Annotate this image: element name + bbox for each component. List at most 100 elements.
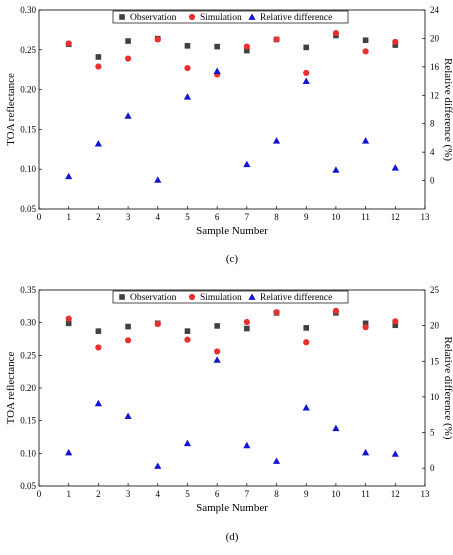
square-point	[184, 43, 191, 49]
square-point	[392, 42, 399, 48]
triangle-point	[124, 112, 132, 119]
y-axis-label: TOA reflectance	[5, 73, 17, 146]
triangle-point	[391, 164, 399, 171]
triangle-point	[302, 77, 310, 84]
circle-point	[214, 348, 221, 355]
y2-tick-label: 20	[430, 321, 440, 331]
square-point	[244, 325, 250, 332]
circle-point	[95, 63, 102, 70]
y2-tick-label: 10	[430, 392, 440, 402]
x-axis-label: Sample Number	[196, 502, 268, 514]
square-point	[392, 322, 399, 329]
square-point	[214, 323, 220, 329]
y2-tick-label: 25	[430, 285, 440, 295]
y2-tick-label: 20	[430, 33, 440, 43]
legend-label: Relative difference	[260, 12, 332, 23]
circle-point	[303, 339, 310, 346]
square-point	[303, 44, 310, 51]
x-tick-label: 7	[245, 212, 250, 222]
x-tick-label: 1	[66, 489, 71, 499]
circle-point	[184, 65, 191, 72]
x-tick-label: 9	[304, 489, 309, 499]
circle-point	[392, 38, 399, 45]
y-axis-label: TOA reflectance	[5, 351, 17, 424]
triangle-point	[65, 172, 73, 180]
square-point	[244, 47, 250, 54]
y2-tick-label: 4	[430, 147, 435, 157]
circle-point	[95, 344, 102, 351]
legend-circle-marker	[188, 293, 196, 301]
x-tick-label: 12	[391, 489, 400, 499]
circle-point	[392, 318, 399, 325]
circle-point	[124, 55, 132, 62]
x-tick-label: 0	[37, 212, 42, 222]
square-point	[362, 320, 369, 327]
y2-tick-label: 15	[430, 356, 440, 366]
x-tick-label: 1	[66, 212, 71, 222]
x-tick-label: 12	[391, 212, 400, 222]
square-point	[95, 54, 102, 60]
circle-point	[332, 29, 340, 37]
chart-panel-1: 0 1 2 3 4 5 6 7 8 9 10 11 12 130.050.100.150.200.250.…	[5, 285, 453, 543]
y2-tick-label: 0	[430, 463, 435, 473]
circle-point	[65, 315, 72, 322]
x-tick-label: 8	[274, 212, 279, 222]
x-tick-label: 10	[331, 489, 341, 499]
x-tick-label: 2	[96, 212, 101, 222]
x-tick-label: 11	[361, 489, 370, 499]
triangle-point	[65, 448, 73, 456]
triangle-point	[154, 462, 162, 469]
y-tick-label: 0.20	[20, 85, 36, 95]
triangle-point	[332, 424, 340, 432]
triangle-point	[362, 137, 370, 144]
circle-point	[273, 309, 280, 316]
y-tick-label: 0.10	[20, 448, 36, 458]
circle-point	[332, 307, 340, 315]
triangle-point	[154, 176, 162, 183]
legend-label: Observation	[130, 13, 177, 23]
square-point	[125, 38, 131, 44]
legend-box	[112, 10, 349, 24]
y2-tick-label: 24	[430, 5, 440, 15]
square-point	[184, 328, 191, 334]
y-tick-label: 0.30	[20, 5, 36, 15]
x-tick-label: 2	[96, 489, 101, 499]
triangle-point	[213, 67, 221, 75]
triangle-point	[213, 356, 221, 363]
y-tick-label: 0.15	[20, 416, 36, 426]
triangle-point	[391, 450, 399, 457]
legend-label: Simulation	[200, 293, 242, 303]
legend-circle-marker	[188, 13, 196, 21]
x-tick-label: 11	[361, 212, 370, 222]
legend-box	[112, 290, 349, 304]
circle-point	[243, 318, 250, 326]
legend-label: Observation	[130, 293, 177, 303]
legend-triangle-marker	[248, 13, 256, 20]
square-point	[214, 43, 220, 50]
triangle-point	[272, 137, 281, 144]
x-tick-label: 13	[421, 489, 431, 499]
square-point	[65, 320, 72, 327]
circle-point	[362, 324, 369, 331]
y2-tick-label: 12	[430, 90, 439, 100]
triangle-point	[302, 404, 310, 411]
x-tick-label: 4	[156, 489, 161, 499]
circle-point	[184, 336, 191, 343]
circle-point	[154, 36, 161, 43]
panel-label: (c)	[226, 253, 239, 265]
y-tick-label: 0.25	[20, 45, 36, 55]
y-tick-label: 0.20	[20, 383, 36, 393]
triangle-point	[272, 457, 281, 464]
x-tick-label: 6	[215, 489, 220, 499]
triangle-point	[332, 166, 340, 173]
y-tick-label: 0.35	[20, 285, 36, 295]
x-tick-label: 5	[185, 212, 190, 222]
panel-label: (d)	[226, 531, 239, 543]
legend-label: Relative difference	[260, 292, 332, 303]
x-tick-label: 4	[156, 212, 161, 222]
chart-panel-0: 0 1 2 3 4 5 6 7 8 9 10 11 12 130.050.100.150.200.250.…	[5, 5, 453, 265]
y-tick-label: 0.10	[20, 164, 36, 174]
y2-axis-label: Relative difference (%)	[442, 58, 453, 161]
